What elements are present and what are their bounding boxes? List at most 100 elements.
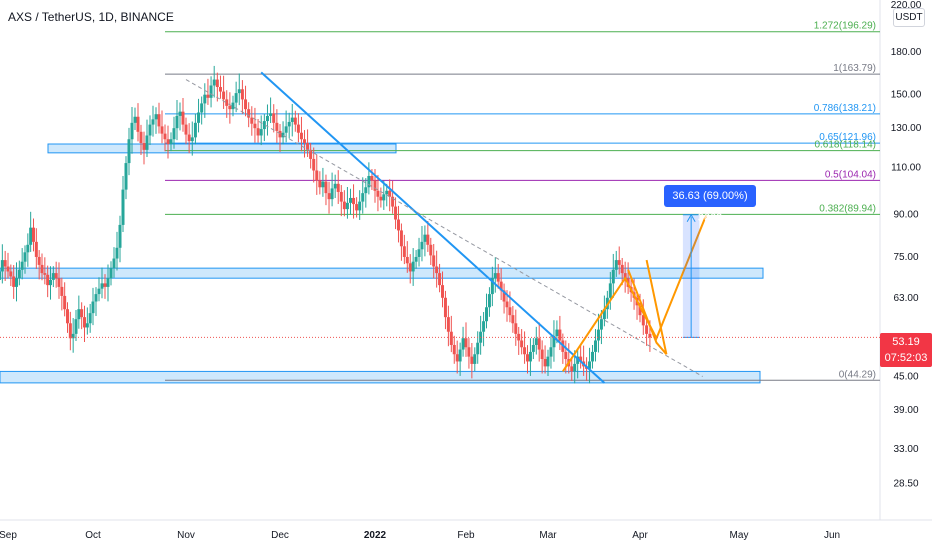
candle-body [190,137,194,142]
candle-body [620,264,624,274]
price-axis-tick: 180.00 [891,47,922,58]
candle-body [490,278,494,295]
candle-body [367,175,371,188]
candle-body [482,321,486,332]
candle-body [80,309,84,318]
candle-body [414,256,418,262]
candle-body [215,79,219,87]
candle-body [225,99,229,106]
candle-body [43,273,47,275]
candle-body [262,121,266,130]
candle-body [54,273,58,279]
price-axis-tick: 75.00 [893,252,918,263]
candle-body [222,91,226,100]
candle-body [181,111,185,125]
candle-body [487,294,491,308]
candle-body [29,227,33,245]
candle-body [420,241,424,250]
candle-body [333,183,337,189]
candle-body [218,86,222,92]
candle-body [244,99,248,110]
candle-body [558,329,562,341]
candle-body [193,122,197,138]
candle-body [435,266,439,274]
price-axis-tick: 28.50 [893,479,918,490]
fib-level-label: 0.786(138.21) [814,103,876,114]
candle-body [275,122,279,131]
time-axis-tick: Oct [85,530,101,541]
candle-body [0,271,1,280]
fib-level-label: 1(163.79) [833,63,876,74]
candle-body [385,190,389,195]
candle-body [157,114,161,127]
candle-body [237,89,241,94]
candle-body [508,307,512,316]
candle-body [576,356,580,364]
candle-body [564,351,568,360]
candle-body [74,319,78,334]
candle-body [321,181,325,188]
candle-body [391,196,395,207]
candle-body [160,126,164,134]
candle-body [470,356,474,364]
candle-body [187,134,191,142]
candle-body [336,183,340,192]
candle-body [265,115,269,122]
candle-body [77,309,81,320]
candle-body [361,193,365,202]
candle-body [269,113,273,116]
price-axis-tick: 39.00 [893,405,918,416]
candle-body [253,123,257,129]
candle-body [517,333,521,341]
candle-body [0,260,4,272]
candle-body [394,206,398,220]
candle-body [256,128,260,136]
candle-body [49,279,52,286]
candle-body [197,112,201,123]
symbol-title[interactable]: AXS / TetherUS, 1D, BINANCE [6,10,176,24]
candle-body [364,187,368,194]
candle-body [100,283,104,289]
candle-body [51,273,55,280]
candle-body [118,224,122,248]
price-axis-tick: 130.00 [891,123,922,134]
price-axis-tick: 110.00 [891,162,921,173]
candle-body [423,234,427,242]
candle-body [402,246,406,257]
candle-body [614,260,618,270]
candle-body [602,309,606,320]
price-axis-tick: 33.00 [893,444,918,455]
candle-body [57,278,61,287]
price-axis-tick: 220.00 [891,0,922,11]
candle-body [145,135,149,150]
candle-body [272,113,276,123]
candle-body [543,359,547,367]
candle-body [303,139,307,144]
price-axis-tick: 150.00 [891,90,922,101]
candle-body [228,105,232,110]
fib-level-label: 0.382(89.94) [819,203,876,214]
candle-body [250,117,254,124]
candle-body [209,85,213,98]
candle-body [579,356,583,362]
support-resistance-zone [47,143,397,154]
candle-body [376,190,380,197]
candle-body [429,244,433,256]
candle-body [12,276,16,287]
candle-body [379,196,383,201]
last-price-value: 53.19 [892,336,920,348]
candle-body [476,342,480,355]
candle-body [638,305,642,316]
candle-body [382,194,386,201]
candle-body [573,363,577,372]
candle-body [324,181,328,194]
candle-body [552,336,556,348]
currency-button[interactable]: USDT [893,8,925,27]
time-axis-tick: Nov [177,530,195,541]
candle-body [528,351,532,362]
candle-body [596,329,600,341]
candle-body [345,202,349,210]
measure-tool-label[interactable]: 36.63 (69.00%) 3663 [664,185,756,224]
